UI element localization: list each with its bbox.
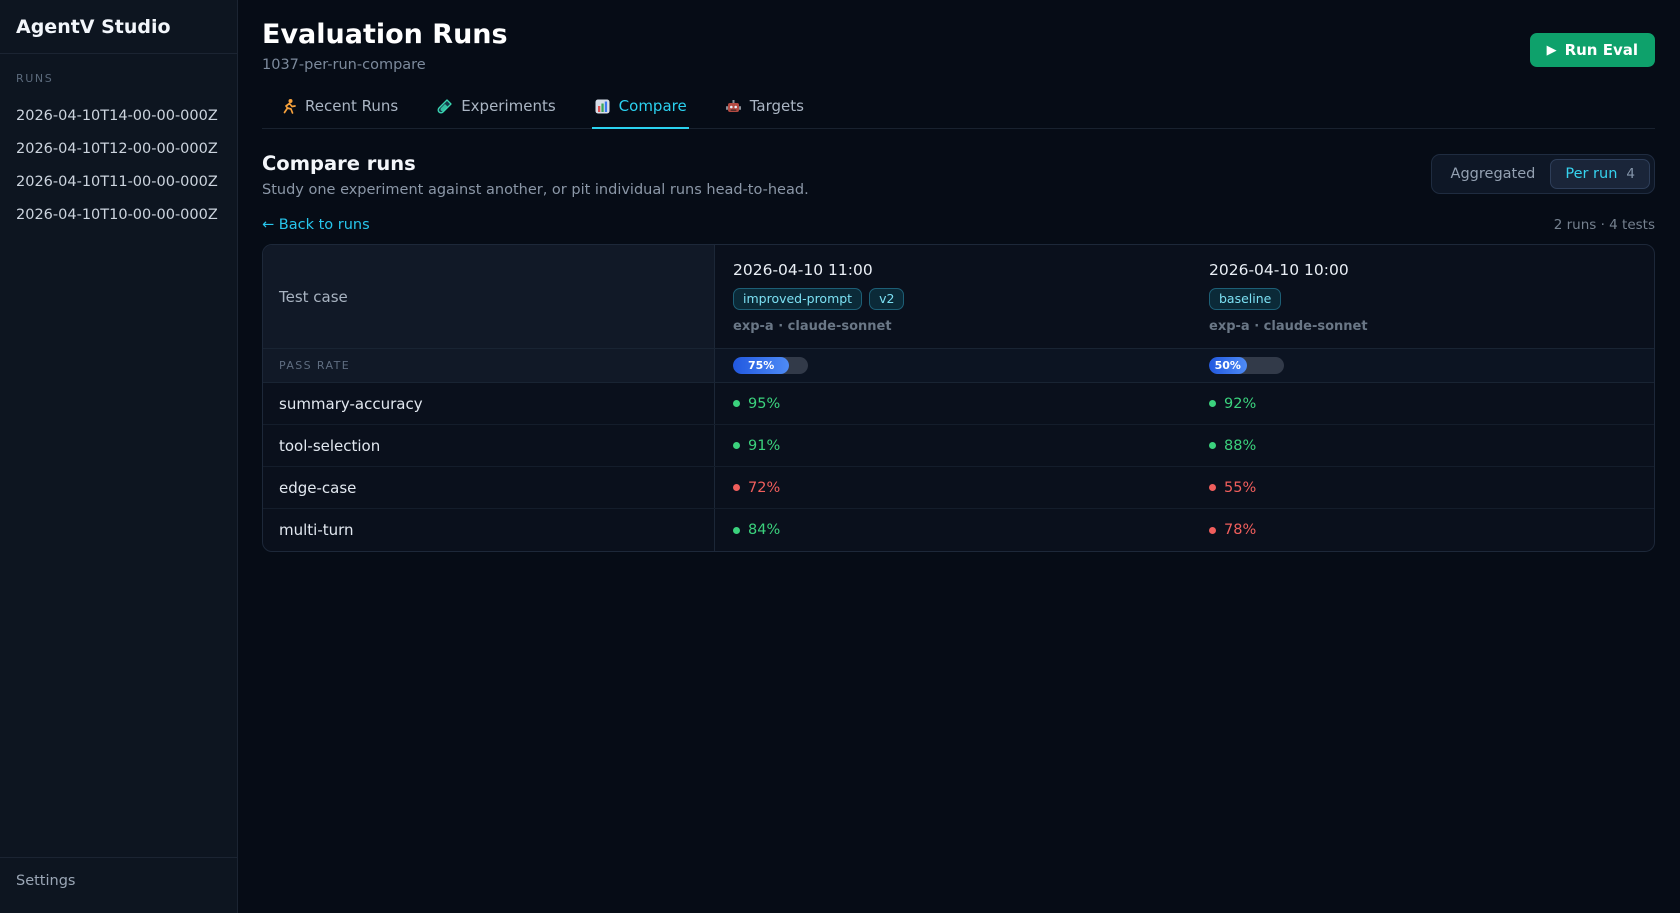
table-row: edge-case 72% 55% bbox=[263, 467, 1654, 509]
result-value: 84% bbox=[715, 509, 1191, 551]
run-badge: v2 bbox=[869, 288, 905, 310]
result-value: 88% bbox=[1191, 425, 1654, 466]
run-badge: baseline bbox=[1209, 288, 1282, 310]
tab-label: Compare bbox=[618, 97, 687, 115]
settings-link[interactable]: Settings bbox=[0, 857, 237, 913]
runner-icon bbox=[280, 98, 297, 115]
page-header: Evaluation Runs 1037-per-run-compare ▶ R… bbox=[262, 0, 1655, 73]
robot-icon bbox=[725, 98, 742, 115]
sidebar-item-run-10[interactable]: 2026-04-10T10-00-00-000Z bbox=[16, 207, 218, 223]
run-meta: exp-a · claude-sonnet bbox=[1209, 319, 1368, 334]
tab-label: Recent Runs bbox=[305, 97, 399, 115]
toggle-option-per-run[interactable]: Per run 4 bbox=[1550, 159, 1650, 189]
runs-summary: 2 runs · 4 tests bbox=[1553, 217, 1655, 233]
test-case-header: Test case bbox=[263, 245, 715, 348]
run-eval-button[interactable]: ▶ Run Eval bbox=[1529, 33, 1655, 67]
compare-table: Test case 2026-04-10 11:00 improved-prom… bbox=[262, 244, 1655, 552]
badge-row: improved-prompt v2 bbox=[733, 288, 1173, 310]
run-timestamp: 2026-04-10 11:00 bbox=[733, 261, 873, 279]
run-column-header-2: 2026-04-10 10:00 baseline exp-a · claude… bbox=[1191, 245, 1654, 348]
result-percent: 55% bbox=[1224, 479, 1257, 496]
sidebar-item-run-12[interactable]: 2026-04-10T12-00-00-000Z bbox=[16, 141, 218, 157]
status-dot-icon bbox=[733, 484, 740, 491]
table-row: tool-selection 91% 88% bbox=[263, 425, 1654, 467]
section-subtitle: Study one experiment against another, or… bbox=[262, 182, 809, 198]
status-dot-icon bbox=[1209, 484, 1216, 491]
result-percent: 72% bbox=[748, 479, 781, 496]
run-eval-label: Run Eval bbox=[1564, 41, 1638, 59]
section-title: Compare runs bbox=[262, 152, 416, 175]
runs-section-label: RUNS bbox=[16, 72, 54, 85]
main-content: Evaluation Runs 1037-per-run-compare ▶ R… bbox=[238, 0, 1680, 913]
test-name: edge-case bbox=[263, 467, 715, 508]
test-name: multi-turn bbox=[263, 509, 715, 551]
result-percent: 92% bbox=[1224, 395, 1257, 412]
tab-targets[interactable]: Targets bbox=[723, 88, 806, 129]
bar-chart-icon bbox=[594, 98, 611, 115]
back-to-runs-link[interactable]: ← Back to runs bbox=[262, 217, 370, 233]
sidebar-item-run-11[interactable]: 2026-04-10T11-00-00-000Z bbox=[16, 174, 218, 190]
toggle-option-aggregated[interactable]: Aggregated bbox=[1450, 166, 1536, 182]
table-header-row: Test case 2026-04-10 11:00 improved-prom… bbox=[263, 245, 1654, 349]
status-dot-icon bbox=[1209, 526, 1216, 534]
pass-rate-fill: 75% bbox=[733, 357, 790, 374]
view-mode-toggle: Aggregated Per run 4 bbox=[1430, 154, 1655, 194]
pass-rate-bar: 50% bbox=[1209, 357, 1284, 374]
page-title: Evaluation Runs bbox=[262, 19, 508, 50]
result-percent: 95% bbox=[748, 395, 781, 412]
tab-experiments[interactable]: Experiments bbox=[434, 88, 557, 129]
test-name: tool-selection bbox=[263, 425, 715, 466]
result-value: 91% bbox=[715, 425, 1191, 466]
result-value: 92% bbox=[1191, 383, 1654, 424]
result-value: 55% bbox=[1191, 467, 1654, 508]
per-run-count-badge: 4 bbox=[1626, 166, 1635, 182]
result-percent: 88% bbox=[1224, 437, 1257, 454]
pass-rate-bar: 75% bbox=[733, 357, 808, 374]
play-icon: ▶ bbox=[1546, 42, 1557, 58]
tab-label: Experiments bbox=[461, 97, 556, 115]
test-tube-icon bbox=[436, 98, 453, 115]
pass-rate-cell-1: 75% bbox=[715, 349, 1191, 382]
result-percent: 91% bbox=[748, 437, 781, 454]
status-dot-icon bbox=[733, 526, 740, 534]
badge-row: baseline bbox=[1209, 288, 1636, 310]
run-column-header-1: 2026-04-10 11:00 improved-prompt v2 exp-… bbox=[715, 245, 1191, 348]
table-row: summary-accuracy 95% 92% bbox=[263, 383, 1654, 425]
result-value: 72% bbox=[715, 467, 1191, 508]
tab-recent-runs[interactable]: Recent Runs bbox=[278, 88, 400, 129]
tab-label: Targets bbox=[749, 97, 804, 115]
toggle-option-label: Per run bbox=[1565, 166, 1618, 182]
app-title: AgentV Studio bbox=[0, 0, 237, 54]
page-subtitle: 1037-per-run-compare bbox=[262, 57, 426, 73]
compare-section-header: Compare runs Study one experiment agains… bbox=[262, 152, 1655, 198]
result-value: 95% bbox=[715, 383, 1191, 424]
status-dot-icon bbox=[1209, 400, 1216, 407]
run-meta: exp-a · claude-sonnet bbox=[733, 319, 892, 334]
status-dot-icon bbox=[1209, 442, 1216, 449]
pass-rate-label: PASS RATE bbox=[263, 349, 715, 382]
run-badge: improved-prompt bbox=[733, 288, 863, 310]
result-value: 78% bbox=[1191, 509, 1654, 551]
test-name: summary-accuracy bbox=[263, 383, 715, 424]
status-dot-icon bbox=[733, 400, 740, 407]
status-dot-icon bbox=[733, 442, 740, 449]
result-percent: 84% bbox=[748, 522, 781, 538]
run-timestamp: 2026-04-10 10:00 bbox=[1209, 261, 1349, 279]
pass-rate-cell-2: 50% bbox=[1191, 349, 1654, 382]
result-percent: 78% bbox=[1224, 522, 1257, 538]
table-row: multi-turn 84% 78% bbox=[263, 509, 1654, 551]
tab-bar: Recent Runs Experiments Compare Targets bbox=[262, 88, 1655, 129]
sidebar: AgentV Studio RUNS 2026-04-10T14-00-00-0… bbox=[0, 0, 238, 913]
table-toolbar: ← Back to runs 2 runs · 4 tests bbox=[262, 217, 1655, 233]
pass-rate-row: PASS RATE 75% 50% bbox=[263, 349, 1654, 383]
pass-rate-fill: 50% bbox=[1209, 357, 1247, 374]
tab-compare[interactable]: Compare bbox=[591, 88, 689, 129]
runs-nav: RUNS 2026-04-10T14-00-00-000Z 2026-04-10… bbox=[0, 54, 237, 857]
sidebar-item-run-14[interactable]: 2026-04-10T14-00-00-000Z bbox=[16, 108, 218, 124]
